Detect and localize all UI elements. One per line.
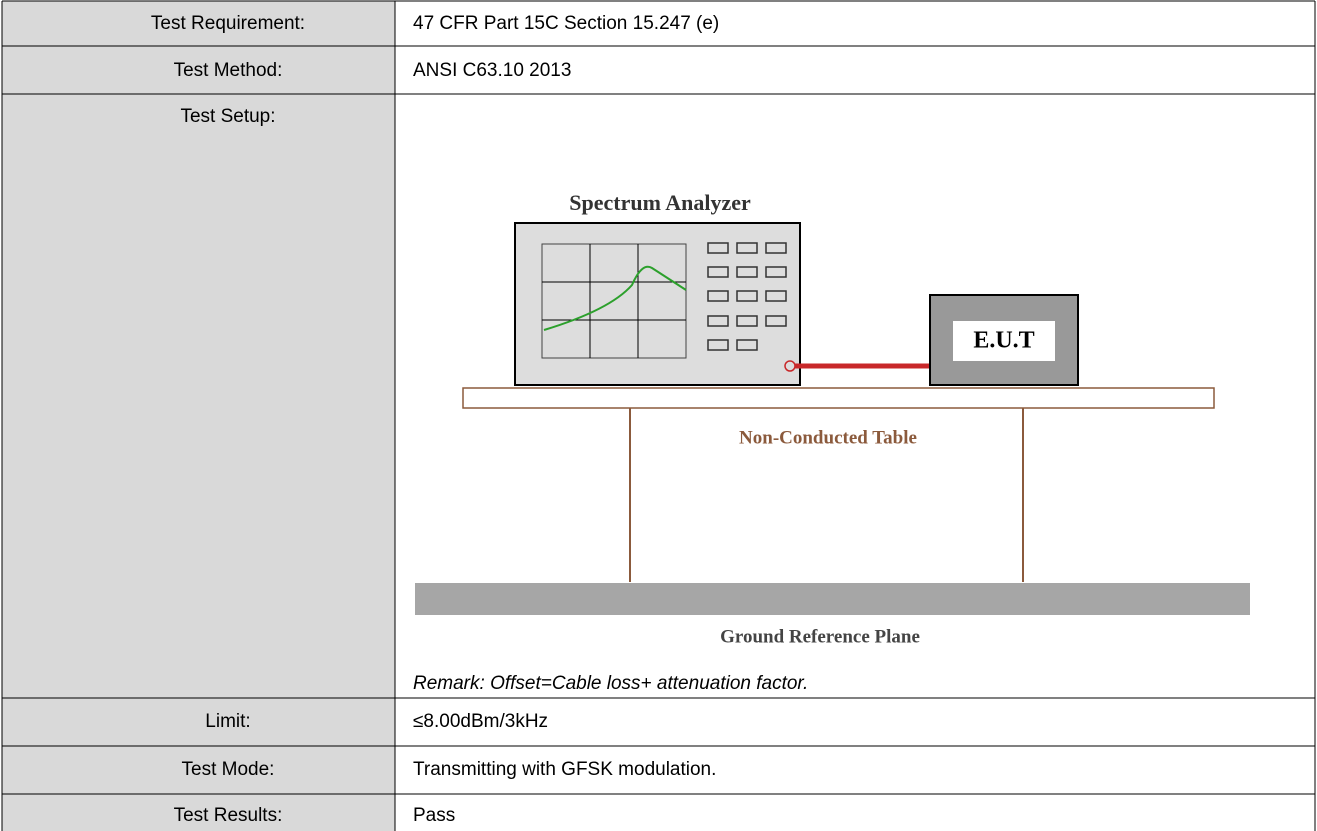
eut-label-bg <box>953 321 1055 361</box>
row-label: Test Method: <box>174 60 283 81</box>
ground-plane <box>415 583 1250 615</box>
row-value: Pass <box>413 805 455 826</box>
remark: Remark: Offset=Cable loss+ attenuation f… <box>413 673 808 694</box>
spectrum-trace <box>543 265 687 331</box>
row-label: Limit: <box>205 711 250 732</box>
row-value: ≤8.00dBm/3kHz <box>413 711 548 732</box>
row-value: Transmitting with GFSK modulation. <box>413 759 716 780</box>
table-plank <box>462 387 1215 409</box>
table-label: Non-Conducted Table <box>739 427 917 448</box>
setup-diagram: Spectrum Analyzer E.U.T Non-Conducted Ta… <box>413 190 1250 694</box>
connector <box>784 360 796 372</box>
ground-label: Ground Reference Plane <box>720 626 920 647</box>
row-label: Test Results: <box>174 805 283 826</box>
row-label: Test Requirement: <box>151 13 305 34</box>
label-column <box>2 1 395 831</box>
eut-label: E.U.T <box>973 328 1034 354</box>
analyzer-buttons <box>707 242 787 351</box>
row-label: Test Mode: <box>182 759 275 780</box>
row-value: ANSI C63.10 2013 <box>413 60 571 81</box>
row-label: Test Setup: <box>180 106 275 127</box>
row-value: 47 CFR Part 15C Section 15.247 (e) <box>413 13 719 34</box>
analyzer-label: Spectrum Analyzer <box>569 190 751 215</box>
